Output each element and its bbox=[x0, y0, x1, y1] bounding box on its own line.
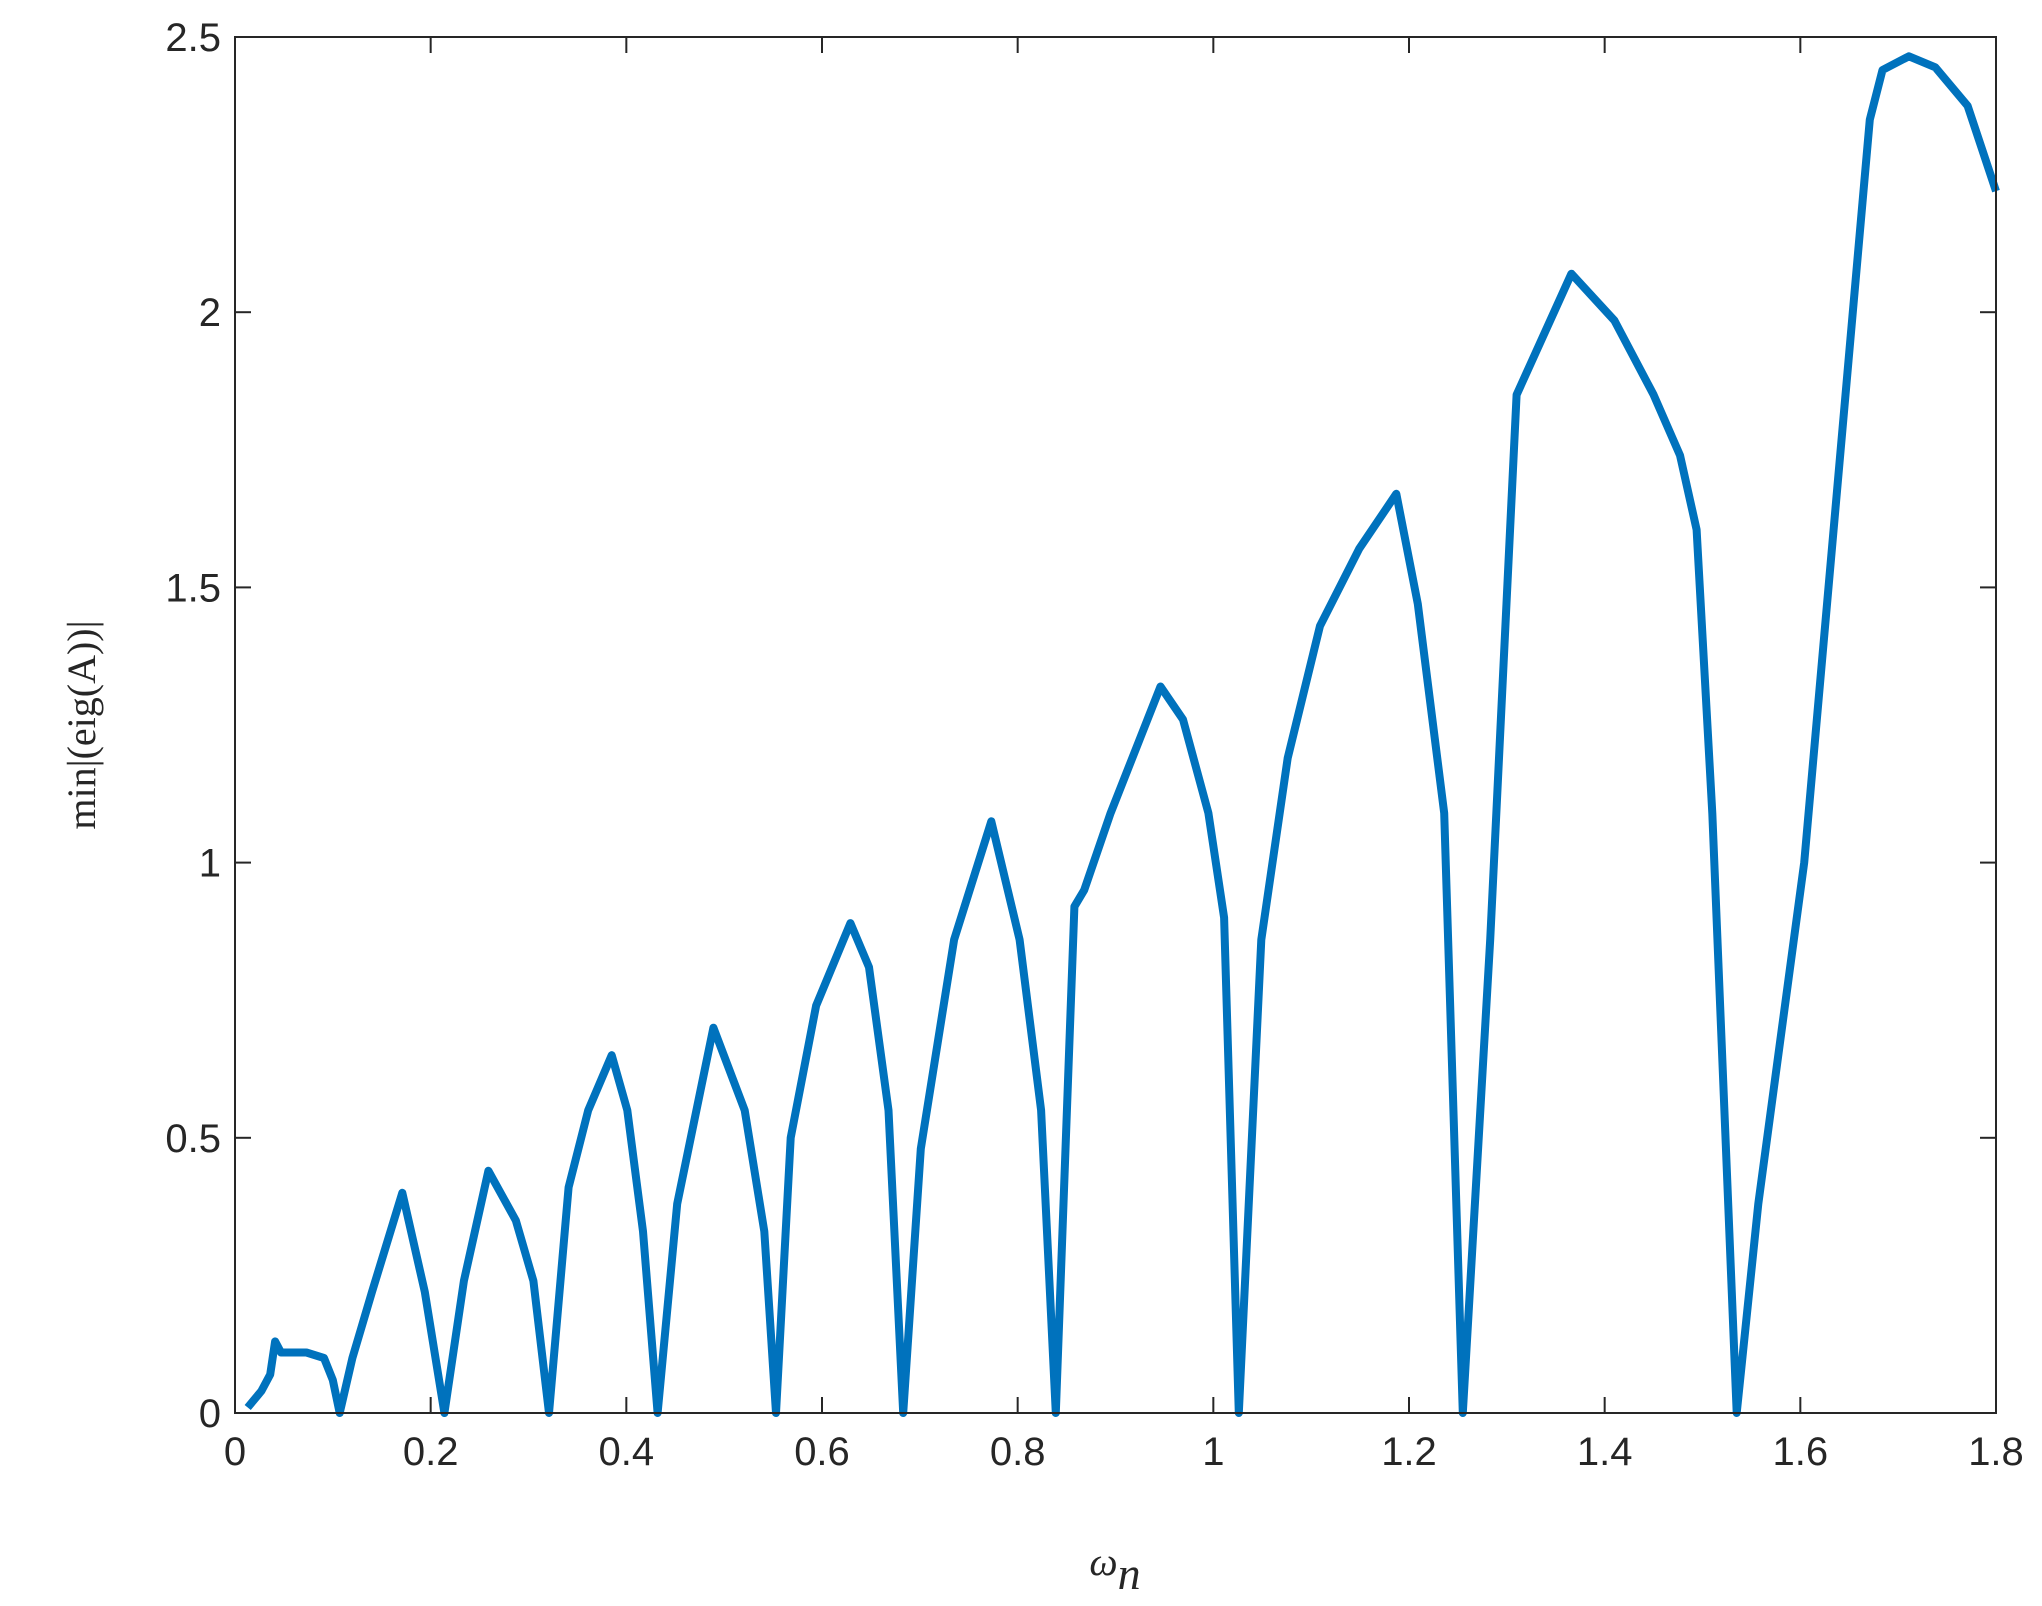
y-tick-label: 2 bbox=[199, 291, 221, 335]
x-tick-label: 0 bbox=[224, 1430, 246, 1474]
x-tick-label: 0.8 bbox=[990, 1430, 1046, 1474]
y-axis-label: min|(eig(A))| bbox=[59, 620, 104, 829]
x-tick-label: 1.2 bbox=[1381, 1430, 1437, 1474]
y-tick-label: 1 bbox=[199, 842, 221, 886]
y-tick-label: 0 bbox=[199, 1392, 221, 1436]
x-tick-label: 1.6 bbox=[1773, 1430, 1829, 1474]
x-axis-label: ωn bbox=[1089, 1539, 1140, 1599]
x-tick-label: 0.2 bbox=[403, 1430, 459, 1474]
y-tick-label: 0.5 bbox=[165, 1117, 221, 1161]
x-tick-label: 0.4 bbox=[599, 1430, 655, 1474]
x-tick-label: 1.4 bbox=[1577, 1430, 1633, 1474]
x-label-symbol: ω bbox=[1089, 1539, 1117, 1584]
x-label-subscript: n bbox=[1118, 1548, 1141, 1599]
data-line bbox=[244, 52, 2000, 1417]
y-tick-label: 1.5 bbox=[165, 566, 221, 610]
x-tick-label: 1.8 bbox=[1968, 1430, 2024, 1474]
y-tick-label: 2.5 bbox=[165, 16, 221, 60]
x-tick-label: 0.6 bbox=[794, 1430, 850, 1474]
x-tick-label: 1 bbox=[1202, 1430, 1224, 1474]
plot-frame bbox=[234, 36, 1997, 1414]
